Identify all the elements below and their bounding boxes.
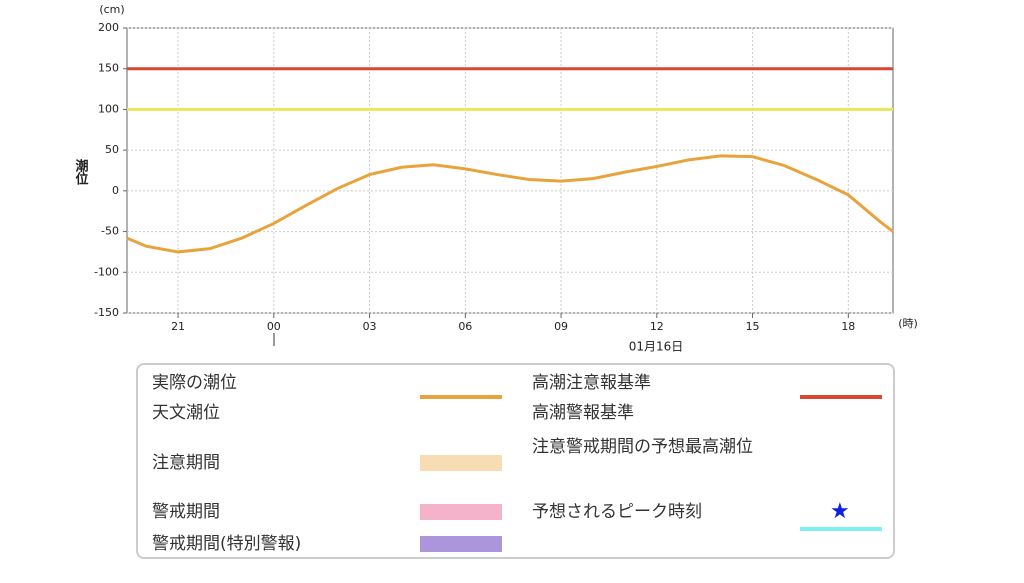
y-tick-label: 200 — [98, 21, 119, 34]
legend-swatch — [420, 504, 502, 520]
x-tick-label: 03 — [363, 320, 377, 333]
x-tick-label: 09 — [554, 320, 568, 333]
plot-frame — [126, 27, 894, 314]
legend-label: 実際の潮位 — [152, 373, 237, 393]
chart: (cm) (時) 潮位 01月16日 -150 -100 -50 0 50 100 150 2… — [73, 3, 918, 354]
legend-swatch — [420, 455, 502, 471]
legend-label: 高潮警報基準 — [532, 403, 634, 423]
y-axis-label: 潮位 — [73, 158, 89, 186]
y-tick-label: -150 — [94, 306, 119, 319]
y-tick-label: 50 — [105, 143, 119, 156]
legend-label: 予想されるピーク時刻 — [532, 502, 702, 522]
legend-label: 天文潮位 — [152, 403, 220, 423]
y-tick-label: 150 — [98, 62, 119, 75]
y-tick-label: 100 — [98, 102, 119, 115]
legend-swatch — [800, 527, 882, 531]
legend-swatch — [420, 395, 502, 399]
x-tick-label: 18 — [841, 320, 855, 333]
x-tick-label: 21 — [171, 320, 185, 333]
legend-label: 高潮注意報基準 — [532, 373, 651, 393]
legend-label: 注意警戒期間の予想最高潮位 — [532, 437, 753, 457]
legend-label: 警戒期間 — [152, 502, 220, 522]
date-label: 01月16日 — [629, 340, 684, 354]
legend-label: 警戒期間(特別警報) — [152, 534, 302, 554]
legend: 実際の潮位天文潮位注意期間警戒期間警戒期間(特別警報) 高潮注意報基準 高潮警報基準… — [136, 363, 895, 559]
x-tick-label: 06 — [458, 320, 472, 333]
y-tick-label: 0 — [112, 184, 119, 197]
x-unit: (時) — [898, 317, 918, 330]
legend-swatch — [800, 395, 882, 399]
x-tick-label: 00 — [267, 320, 281, 333]
legend-swatch — [420, 536, 502, 552]
tide-line — [126, 154, 894, 254]
legend-swatch: ★ — [830, 499, 850, 524]
y-tick-label: -50 — [101, 225, 119, 238]
x-tick-label: 12 — [650, 320, 664, 333]
y-tick-label: -100 — [94, 265, 119, 278]
y-unit: (cm) — [99, 3, 124, 16]
x-tick-label: 15 — [746, 320, 760, 333]
legend-label: 注意期間 — [152, 453, 220, 473]
